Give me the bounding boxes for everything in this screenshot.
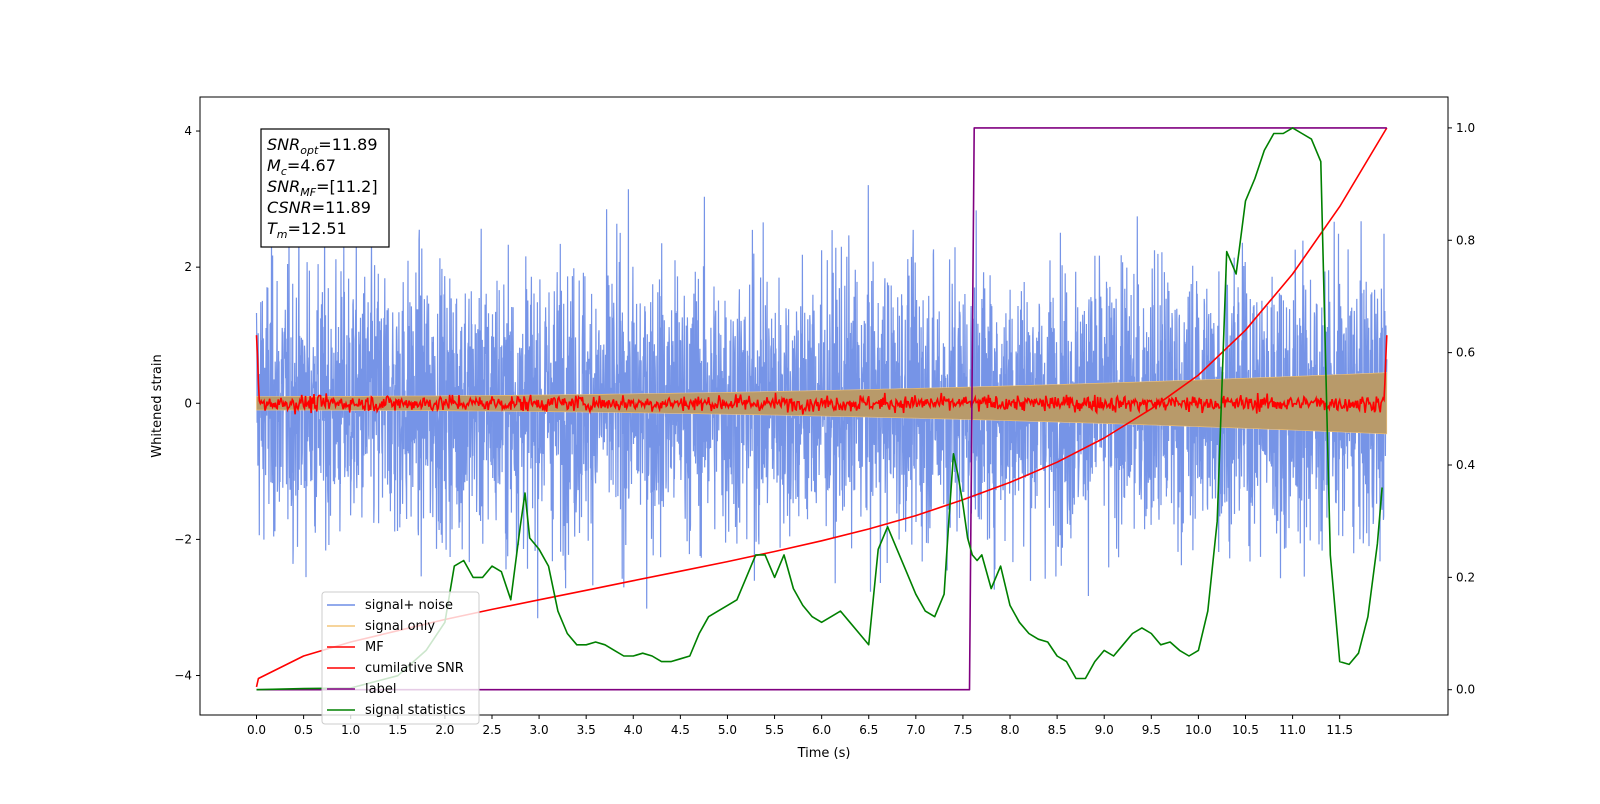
y2-tick-label: 0.0 [1456,683,1475,697]
x-tick-label: 8.5 [1048,723,1067,737]
y-axis-label: Whitened strain [150,354,165,457]
legend-label: cumilative SNR [365,661,464,676]
plot-frame [199,96,1449,716]
x-tick-label: 9.5 [1142,723,1161,737]
series-label-line [256,127,1387,691]
annotation-line: SNRopt=11.89 [267,135,378,157]
x-tick-label: 11.5 [1326,723,1353,737]
x-axis-label: Time (s) [797,746,851,761]
annotation-line: CSNR=11.89 [267,198,371,217]
x-tick-label: 11.0 [1279,723,1306,737]
annotation-line: Tm=12.51 [267,219,347,241]
legend: signal+ noise signal only MF cumilative SNR… [321,591,480,725]
y-tick-label: 0 [184,396,192,410]
snr-annotation-box: SNRopt=11.89Mc=4.67SNRMF=[11.2]CSNR=11.8… [260,128,390,248]
x-tick-label: 10.5 [1232,723,1259,737]
x-tick-label: 9.0 [1095,723,1114,737]
x-tick-label: 1.0 [341,723,360,737]
x-tick-label: 7.0 [906,723,925,737]
x-tick-label: 2.0 [435,723,454,737]
series-mf-line [255,335,1388,415]
series-signal-statistics-line [256,127,1383,691]
y2-tick-label: 0.6 [1456,346,1475,360]
x-tick-label: 7.5 [953,723,972,737]
y-tick-label: 2 [184,260,192,274]
x-tick-label: 8.0 [1000,723,1019,737]
y2-tick-label: 0.8 [1456,233,1475,247]
x-tick-label: 5.5 [765,723,784,737]
x-tick-label: 10.0 [1185,723,1212,737]
y-tick-label: −2 [174,532,192,546]
y2-tick-label: 0.2 [1456,570,1475,584]
legend-label: label [365,682,396,697]
x-tick-label: 4.0 [624,723,643,737]
x-tick-label: 6.5 [859,723,878,737]
legend-label: signal statistics [365,703,466,718]
x-tick-label: 0.0 [247,723,266,737]
x-tick-label: 0.5 [294,723,313,737]
annotation-frame [260,128,390,248]
x-tick-label: 4.5 [671,723,690,737]
legend-label: signal+ noise [365,598,453,613]
y-tick-label: −4 [174,669,192,683]
legend-label: MF [365,640,384,655]
x-tick-label: 5.0 [718,723,737,737]
y-tick-label: 4 [184,124,192,138]
x-tick-label: 3.5 [577,723,596,737]
legend-label: signal only [365,619,435,634]
x-tick-label: 1.5 [388,723,407,737]
legend-frame [321,591,480,725]
x-tick-label: 3.0 [530,723,549,737]
y2-tick-label: 0.4 [1456,458,1475,472]
y2-tick-label: 1.0 [1456,121,1475,135]
annotation-line: Mc=4.67 [267,156,336,178]
x-tick-label: 2.5 [482,723,501,737]
x-tick-label: 6.0 [812,723,831,737]
annotation-line: SNRMF=[11.2] [267,177,378,199]
